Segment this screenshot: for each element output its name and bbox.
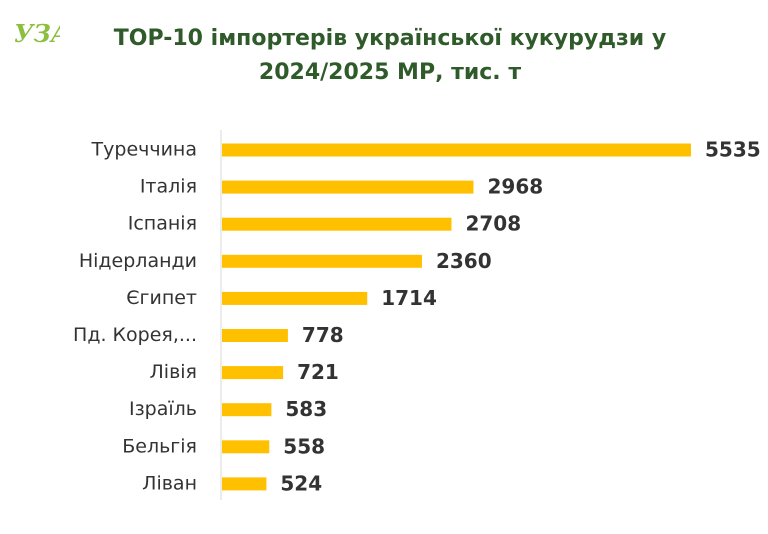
bar-3 [222,217,452,231]
category-label-1: Туреччина [91,139,197,161]
category-label-10: Ліван [142,472,197,494]
value-labels-group: 5535 2968 2708 2360 1714 778 721 583 558 524 [280,138,760,496]
bar-4 [222,254,422,268]
bar-7 [222,366,284,380]
bar-2 [222,180,474,194]
bar-6 [222,329,288,342]
category-label-5: Єгипет [126,287,197,309]
uza-logo: УЗА [14,19,60,48]
bars-group [222,143,691,491]
category-label-6: Пд. Корея,... [73,324,197,346]
value-label-10: 524 [280,471,322,495]
bar-10 [222,477,267,491]
bar-8 [222,403,272,417]
bar-9 [222,440,270,454]
bar-5 [222,291,368,305]
value-label-5: 1714 [381,286,437,310]
value-label-9: 558 [283,434,325,458]
value-label-4: 2360 [436,249,492,273]
value-label-6: 778 [302,323,344,347]
value-label-3: 2708 [465,212,521,236]
category-labels-group: Туреччина Італія Іспанія Нідерланди Єгипет Пд… [73,139,197,495]
category-label-9: Бельгія [122,435,197,457]
chart-title-line-1: TOP-10 імпортерів української кукурудзи … [113,26,667,51]
category-label-3: Іспанія [128,213,197,235]
value-label-1: 5535 [705,138,761,162]
value-label-2: 2968 [487,175,543,199]
category-label-8: Ізраїль [129,398,197,420]
logo-text: УЗА [14,19,60,48]
chart-title: TOP-10 імпортерів української кукурудзи … [70,22,710,90]
category-label-4: Нідерланди [79,250,197,272]
category-label-2: Італія [140,176,197,198]
category-label-7: Лівія [150,361,197,383]
value-label-8: 583 [285,397,327,421]
value-label-7: 721 [297,360,339,384]
bar-1 [222,143,691,157]
chart-title-line-2: 2024/2025 МР, тис. т [258,60,522,85]
